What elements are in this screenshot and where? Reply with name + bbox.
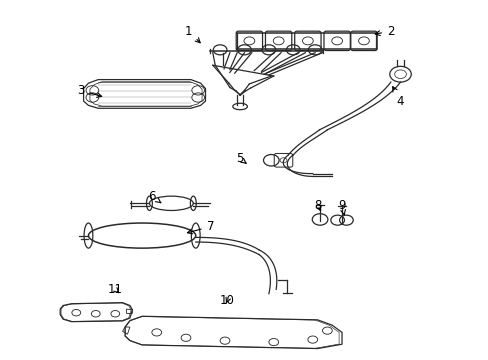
- Text: 4: 4: [392, 87, 404, 108]
- Text: 3: 3: [77, 84, 102, 97]
- Text: 11: 11: [107, 283, 122, 296]
- Text: 8: 8: [313, 199, 321, 212]
- Text: 7: 7: [187, 220, 214, 234]
- Text: 1: 1: [184, 25, 200, 43]
- Text: 6: 6: [148, 190, 161, 203]
- Text: 5: 5: [235, 152, 246, 165]
- Text: 10: 10: [220, 294, 234, 307]
- Text: 9: 9: [338, 199, 345, 215]
- Text: 2: 2: [374, 25, 394, 38]
